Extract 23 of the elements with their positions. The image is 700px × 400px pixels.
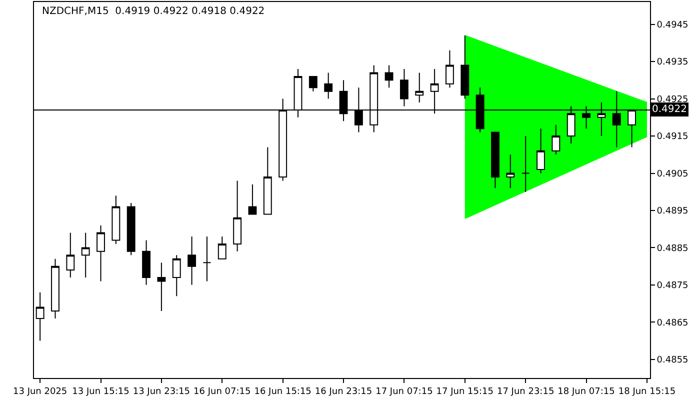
- y-tick-label: 0.4855: [656, 356, 688, 366]
- x-tick-label: 16 Jun 15:15: [254, 386, 312, 397]
- x-tick-label: 17 Jun 15:15: [436, 386, 494, 397]
- x-tick-label: 18 Jun 07:15: [558, 386, 615, 397]
- x-tick-label: 16 Jun 23:15: [314, 386, 372, 397]
- y-tick-label: 0.4915: [656, 132, 688, 142]
- y-tick-label: 0.4925: [656, 94, 688, 105]
- x-tick-label: 13 Jun 15:15: [72, 386, 130, 397]
- y-tick-label: 0.4885: [656, 244, 688, 254]
- ref-line-label: 0.4922: [652, 104, 687, 115]
- x-tick-label: 16 Jun 07:15: [194, 386, 251, 397]
- x-tick-label: 13 Jun 23:15: [132, 386, 190, 397]
- y-tick-label: 0.4905: [656, 169, 688, 180]
- x-tick-label: 17 Jun 07:15: [376, 386, 433, 397]
- y-tick-label: 0.4945: [656, 20, 688, 30]
- y-tick-label: 0.4935: [656, 58, 688, 68]
- x-tick-label: 17 Jun 23:15: [496, 386, 554, 397]
- x-tick-label: 18 Jun 15:15: [618, 386, 676, 397]
- x-tick-label: 13 Jun 2025: [13, 386, 68, 397]
- y-tick-label: 0.4895: [656, 206, 688, 217]
- chart-title: NZDCHF,M15 0.4919 0.4922 0.4918 0.4922: [42, 6, 265, 17]
- y-tick-label: 0.4865: [656, 318, 688, 328]
- y-tick-label: 0.4875: [656, 281, 688, 292]
